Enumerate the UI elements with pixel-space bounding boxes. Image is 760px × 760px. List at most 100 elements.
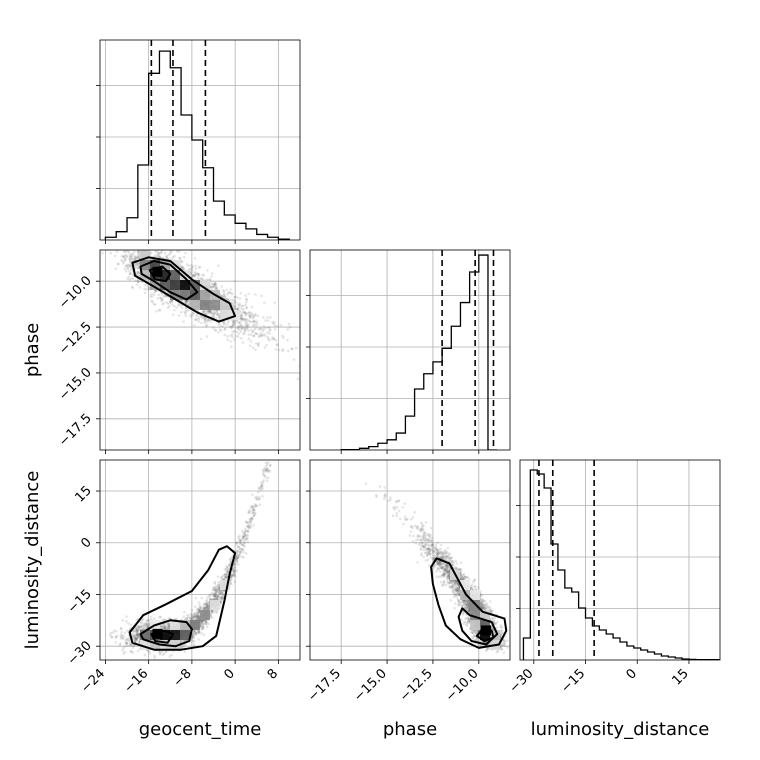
- sample-point: [169, 301, 172, 305]
- sample-point: [109, 251, 113, 255]
- sample-point: [192, 616, 196, 619]
- sample-point: [146, 619, 150, 622]
- hist-phase: [306, 249, 511, 454]
- sample-point: [223, 295, 226, 299]
- density-cell: [200, 280, 210, 290]
- sample-point: [185, 300, 189, 303]
- sample-point: [223, 333, 226, 337]
- sample-point: [254, 331, 257, 335]
- sample-point: [204, 602, 207, 605]
- sample-point: [193, 324, 196, 327]
- sample-point: [123, 267, 126, 271]
- sample-point: [239, 292, 243, 295]
- sample-point: [200, 596, 204, 600]
- sample-point: [189, 616, 192, 620]
- sample-point: [213, 593, 217, 596]
- sample-point: [162, 295, 166, 299]
- sample-point: [217, 581, 220, 584]
- sample-point: [128, 269, 131, 273]
- sample-point: [158, 650, 161, 654]
- sample-point: [197, 630, 201, 633]
- sample-point: [121, 260, 124, 263]
- sample-point: [179, 304, 183, 308]
- sample-point: [136, 263, 140, 266]
- sample-point: [200, 628, 204, 631]
- sample-point: [195, 611, 199, 614]
- sample-point: [221, 597, 224, 600]
- contour-phase_vs_geocent_time-1: [139, 260, 199, 301]
- sample-point: [133, 640, 137, 643]
- sample-point: [242, 318, 246, 321]
- sample-point: [254, 293, 257, 296]
- sample-point: [203, 603, 206, 607]
- sample-point: [235, 330, 238, 334]
- sample-point: [202, 633, 206, 637]
- sample-point: [122, 646, 125, 650]
- sample-point: [189, 313, 192, 317]
- sample-point: [119, 633, 123, 637]
- sample-point: [182, 255, 186, 259]
- sample-point: [128, 260, 132, 263]
- sample-point: [216, 314, 219, 317]
- sample-point: [296, 377, 300, 381]
- sample-point: [163, 625, 167, 629]
- sample-point: [196, 607, 200, 610]
- sample-point: [233, 301, 236, 305]
- sample-point: [210, 282, 214, 285]
- sample-point: [137, 280, 140, 284]
- sample-point: [245, 326, 249, 330]
- sample-point: [292, 358, 296, 361]
- sample-point: [217, 594, 220, 597]
- sample-point: [242, 543, 245, 547]
- sample-point: [115, 630, 118, 633]
- sample-point: [244, 303, 247, 307]
- sample-point: [246, 323, 250, 327]
- sample-point: [171, 255, 175, 259]
- sample-point: [239, 550, 242, 554]
- sample-point: [237, 305, 241, 309]
- sample-point: [248, 320, 252, 324]
- sample-point: [183, 610, 186, 614]
- sample-point: [135, 633, 139, 637]
- sample-point: [244, 321, 248, 325]
- sample-point: [216, 591, 219, 594]
- sample-point: [157, 252, 161, 255]
- sample-point: [197, 609, 201, 612]
- sample-point: [240, 313, 243, 317]
- sample-point: [245, 552, 248, 555]
- sample-point: [227, 291, 231, 294]
- sample-point: [220, 576, 223, 579]
- sample-point: [254, 321, 258, 325]
- sample-point: [210, 285, 213, 289]
- sample-point: [238, 553, 241, 556]
- sample-point: [236, 549, 239, 553]
- sample-point: [168, 300, 172, 303]
- sample-point: [253, 503, 257, 506]
- sample-point: [220, 595, 223, 599]
- sample-point: [252, 508, 255, 512]
- sample-point: [268, 464, 272, 468]
- sample-point: [196, 631, 199, 635]
- sample-point: [134, 255, 137, 259]
- sample-point: [199, 265, 202, 269]
- sample-point: [241, 532, 245, 535]
- sample-point: [262, 316, 265, 319]
- density-cell: [180, 290, 190, 300]
- sample-point: [125, 264, 128, 268]
- sample-point: [249, 517, 253, 520]
- sample-point: [128, 253, 132, 256]
- sample-point: [213, 285, 216, 289]
- sample-point: [126, 644, 130, 648]
- sample-point: [113, 629, 116, 632]
- sample-point: [220, 596, 224, 600]
- sample-point: [223, 327, 227, 331]
- sample-point: [201, 317, 204, 320]
- sample-point: [251, 506, 254, 510]
- sample-point: [224, 574, 228, 578]
- sample-point: [167, 253, 170, 257]
- sample-point: [212, 283, 216, 287]
- sample-point: [201, 619, 205, 622]
- sample-point: [287, 322, 291, 326]
- sample-point: [261, 483, 264, 486]
- sample-point: [222, 592, 226, 596]
